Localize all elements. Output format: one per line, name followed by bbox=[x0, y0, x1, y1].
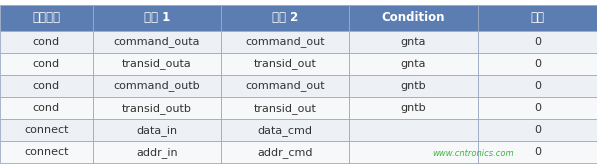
Bar bbox=[478, 141, 597, 163]
Text: command_out: command_out bbox=[245, 36, 325, 47]
Bar bbox=[349, 75, 478, 97]
Bar bbox=[221, 119, 349, 141]
Bar bbox=[93, 141, 221, 163]
Text: www.cntronics.com: www.cntronics.com bbox=[432, 149, 514, 158]
Bar bbox=[93, 75, 221, 97]
Text: 0: 0 bbox=[534, 103, 541, 113]
Bar bbox=[93, 53, 221, 75]
Text: data_cmd: data_cmd bbox=[257, 125, 313, 136]
Bar bbox=[0, 31, 93, 53]
Bar bbox=[349, 97, 478, 119]
Text: gnta: gnta bbox=[401, 59, 426, 69]
Text: addr_in: addr_in bbox=[136, 147, 177, 158]
Bar bbox=[221, 97, 349, 119]
Text: 0: 0 bbox=[534, 125, 541, 135]
Text: cond: cond bbox=[33, 59, 60, 69]
Text: addr_cmd: addr_cmd bbox=[257, 147, 313, 158]
Bar bbox=[0, 141, 93, 163]
Text: transid_out: transid_out bbox=[254, 103, 316, 114]
Bar bbox=[478, 97, 597, 119]
Bar bbox=[0, 97, 93, 119]
Bar bbox=[0, 75, 93, 97]
Text: 0: 0 bbox=[534, 59, 541, 69]
Bar bbox=[221, 53, 349, 75]
Bar bbox=[478, 75, 597, 97]
Text: 0: 0 bbox=[534, 147, 541, 157]
Bar bbox=[349, 31, 478, 53]
Text: command_outa: command_outa bbox=[113, 36, 200, 47]
Text: 输入 1: 输入 1 bbox=[144, 12, 170, 24]
Bar bbox=[221, 141, 349, 163]
Text: transid_out: transid_out bbox=[254, 58, 316, 69]
Text: gnta: gnta bbox=[401, 37, 426, 47]
Bar bbox=[0, 119, 93, 141]
Bar bbox=[93, 97, 221, 119]
Bar bbox=[349, 119, 478, 141]
Bar bbox=[478, 119, 597, 141]
Bar bbox=[0, 53, 93, 75]
Bar bbox=[478, 31, 597, 53]
Text: connect: connect bbox=[24, 125, 69, 135]
Bar bbox=[478, 53, 597, 75]
Text: gntb: gntb bbox=[401, 81, 426, 91]
Bar bbox=[221, 5, 349, 31]
Text: command_outb: command_outb bbox=[113, 80, 200, 92]
Text: cond: cond bbox=[33, 37, 60, 47]
Text: 输入 2: 输入 2 bbox=[272, 12, 298, 24]
Bar bbox=[349, 53, 478, 75]
Bar bbox=[221, 75, 349, 97]
Text: command_out: command_out bbox=[245, 80, 325, 92]
Bar bbox=[93, 31, 221, 53]
Text: data_in: data_in bbox=[136, 125, 177, 136]
Bar bbox=[349, 141, 478, 163]
Bar bbox=[221, 31, 349, 53]
Text: cond: cond bbox=[33, 103, 60, 113]
Text: 0: 0 bbox=[534, 81, 541, 91]
Bar bbox=[349, 5, 478, 31]
Text: Condition: Condition bbox=[381, 12, 445, 24]
Text: 0: 0 bbox=[534, 37, 541, 47]
Text: connect: connect bbox=[24, 147, 69, 157]
Bar bbox=[0, 5, 93, 31]
Bar bbox=[93, 5, 221, 31]
Text: 延迟: 延迟 bbox=[530, 12, 544, 24]
Bar bbox=[478, 5, 597, 31]
Text: cond: cond bbox=[33, 81, 60, 91]
Bar bbox=[93, 119, 221, 141]
Text: 检查类型: 检查类型 bbox=[32, 12, 60, 24]
Text: transid_outa: transid_outa bbox=[122, 58, 192, 69]
Text: gntb: gntb bbox=[401, 103, 426, 113]
Text: transid_outb: transid_outb bbox=[122, 103, 192, 114]
